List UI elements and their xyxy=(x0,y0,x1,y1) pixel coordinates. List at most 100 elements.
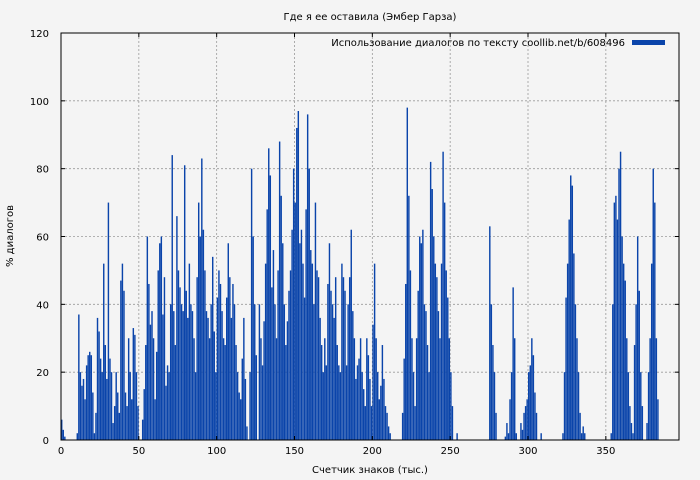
bar xyxy=(210,304,212,440)
bar xyxy=(350,229,352,440)
bar xyxy=(199,236,201,440)
bar xyxy=(412,372,415,440)
x-axis-label: Счетчик знаков (тыс.) xyxy=(312,465,428,476)
bar xyxy=(377,372,379,440)
bar xyxy=(291,229,293,440)
bar xyxy=(179,287,181,441)
bar xyxy=(576,338,578,440)
bar xyxy=(218,270,220,440)
bar xyxy=(305,209,307,440)
bar xyxy=(512,287,514,441)
bar xyxy=(250,168,253,441)
bar xyxy=(159,243,161,440)
bar xyxy=(423,304,426,440)
bar xyxy=(173,311,175,440)
bar xyxy=(338,365,340,440)
bar xyxy=(285,345,287,440)
bar xyxy=(110,372,113,440)
bar xyxy=(208,338,211,440)
bar xyxy=(358,358,360,440)
bar xyxy=(137,406,139,440)
bar xyxy=(112,423,114,440)
bar xyxy=(577,372,580,440)
bar xyxy=(345,365,348,440)
bar xyxy=(241,358,243,440)
bar xyxy=(207,317,209,440)
bar xyxy=(313,304,315,440)
bar xyxy=(294,202,296,440)
bar xyxy=(353,338,356,440)
bar xyxy=(84,399,86,440)
bar xyxy=(384,406,387,440)
bar xyxy=(135,372,138,440)
bar xyxy=(638,290,640,440)
bar xyxy=(254,304,256,440)
bar xyxy=(123,290,125,440)
bar xyxy=(113,406,116,440)
bar xyxy=(356,365,359,440)
bar xyxy=(633,345,636,440)
bar xyxy=(451,406,454,440)
bar xyxy=(336,345,338,440)
bar xyxy=(375,338,377,440)
bar xyxy=(95,412,97,440)
bar xyxy=(226,297,228,440)
bar xyxy=(101,372,103,440)
bar xyxy=(213,331,215,440)
bar xyxy=(649,338,651,440)
bar xyxy=(299,243,301,440)
bar xyxy=(331,304,334,440)
bar xyxy=(448,338,451,440)
bar xyxy=(148,283,150,440)
bar xyxy=(322,372,324,440)
bar xyxy=(646,423,648,440)
bar xyxy=(96,317,99,440)
bar xyxy=(540,433,542,440)
bar xyxy=(490,304,493,440)
bar xyxy=(204,270,206,440)
bar xyxy=(408,195,410,440)
bar xyxy=(271,287,273,441)
bar xyxy=(109,358,111,440)
bar xyxy=(348,277,351,440)
bar xyxy=(373,263,376,440)
bar xyxy=(104,345,107,440)
bar xyxy=(612,304,614,440)
bar xyxy=(367,355,370,440)
bar xyxy=(180,304,183,440)
bar xyxy=(436,277,438,440)
bar xyxy=(78,314,80,440)
bar xyxy=(330,290,332,440)
bar xyxy=(370,406,373,440)
bar xyxy=(401,412,404,440)
bar xyxy=(339,372,342,440)
bar xyxy=(622,263,625,440)
bar xyxy=(492,345,494,440)
bar xyxy=(361,372,363,440)
bar xyxy=(571,185,574,441)
ticks: 0 20 40 60 80 100 120 0 50 100 150 200 250 300 350 xyxy=(30,29,679,457)
y-tick-label: 20 xyxy=(36,368,49,379)
bar xyxy=(636,236,639,440)
bar xyxy=(504,436,507,440)
bar xyxy=(534,392,536,440)
bar xyxy=(306,114,309,441)
bar xyxy=(456,433,458,440)
bar xyxy=(632,433,634,440)
bar xyxy=(574,304,577,440)
legend: Использование диалогов по тексту coollib… xyxy=(331,38,665,49)
bar xyxy=(162,314,164,440)
bar xyxy=(229,277,231,440)
bar xyxy=(630,423,633,440)
bar xyxy=(341,263,343,440)
bar xyxy=(149,324,152,440)
bar xyxy=(286,321,289,440)
bar xyxy=(272,250,275,440)
bar xyxy=(201,158,203,441)
bar xyxy=(389,433,391,440)
bar xyxy=(624,280,626,440)
bar xyxy=(282,243,284,440)
bar xyxy=(263,321,265,440)
bar xyxy=(126,406,128,440)
